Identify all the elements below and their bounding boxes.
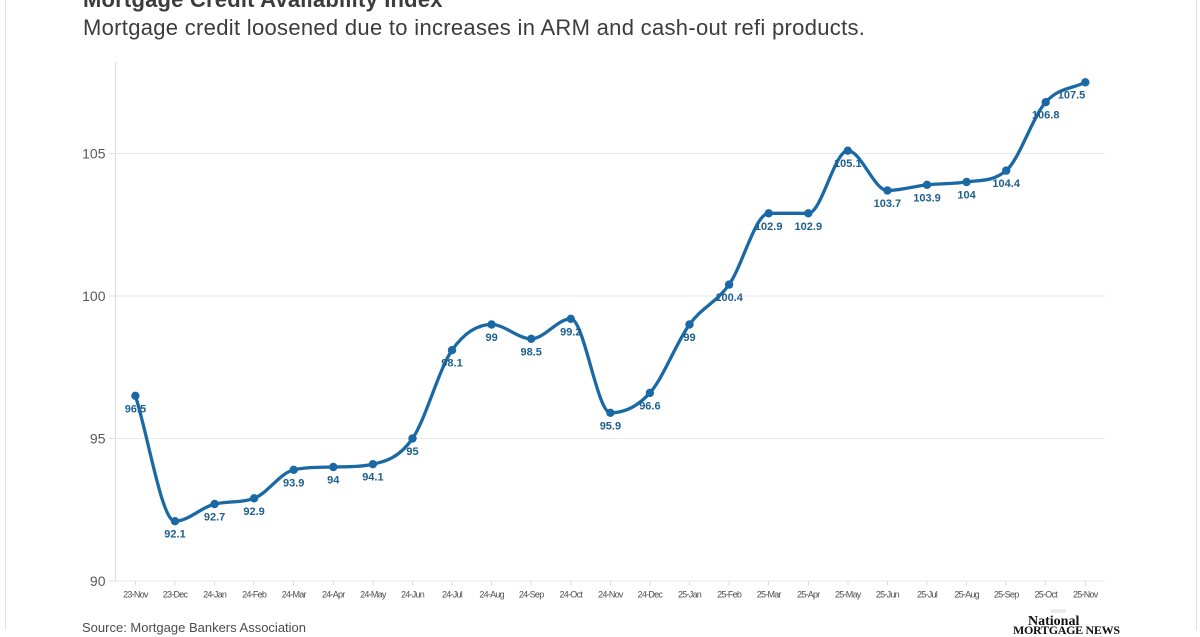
svg-text:105: 105 bbox=[82, 146, 106, 162]
svg-text:24-May: 24-May bbox=[360, 590, 387, 600]
svg-text:103.7: 103.7 bbox=[874, 198, 902, 210]
svg-text:24-Nov: 24-Nov bbox=[598, 590, 624, 600]
svg-text:24-Mar: 24-Mar bbox=[282, 590, 307, 600]
svg-text:107.5: 107.5 bbox=[1058, 90, 1086, 102]
svg-text:92.9: 92.9 bbox=[243, 506, 264, 518]
svg-text:25-Oct: 25-Oct bbox=[1034, 590, 1058, 600]
svg-text:103.9: 103.9 bbox=[913, 192, 941, 204]
svg-text:104.4: 104.4 bbox=[992, 178, 1020, 190]
svg-text:25-Sep: 25-Sep bbox=[994, 590, 1019, 600]
svg-text:95: 95 bbox=[90, 431, 106, 447]
svg-text:99: 99 bbox=[683, 332, 695, 344]
svg-text:106.8: 106.8 bbox=[1032, 110, 1060, 122]
svg-text:25-Jul: 25-Jul bbox=[917, 590, 938, 600]
svg-text:24-Jan: 24-Jan bbox=[203, 590, 227, 600]
svg-text:100.4: 100.4 bbox=[715, 292, 743, 304]
svg-text:96.6: 96.6 bbox=[639, 400, 660, 412]
svg-text:99.2: 99.2 bbox=[560, 326, 581, 338]
svg-text:25-Jun: 25-Jun bbox=[876, 590, 900, 600]
svg-text:95: 95 bbox=[406, 446, 418, 458]
svg-text:25-Jan: 25-Jan bbox=[678, 590, 702, 600]
svg-text:25-Feb: 25-Feb bbox=[717, 590, 742, 600]
svg-text:24-Jun: 24-Jun bbox=[401, 590, 425, 600]
svg-text:23-Dec: 23-Dec bbox=[163, 590, 189, 600]
svg-text:98.1: 98.1 bbox=[441, 358, 462, 370]
svg-text:90: 90 bbox=[90, 573, 106, 589]
svg-text:24-Feb: 24-Feb bbox=[242, 590, 267, 600]
svg-text:25-Mar: 25-Mar bbox=[757, 590, 782, 600]
svg-text:24-Sep: 24-Sep bbox=[519, 590, 544, 600]
svg-text:24-Jul: 24-Jul bbox=[442, 590, 463, 600]
svg-text:25-Nov: 25-Nov bbox=[1073, 590, 1099, 600]
svg-text:92.7: 92.7 bbox=[204, 512, 225, 524]
svg-text:24-Aug: 24-Aug bbox=[479, 590, 504, 600]
svg-text:24-Apr: 24-Apr bbox=[322, 590, 345, 600]
svg-text:98.5: 98.5 bbox=[520, 346, 541, 358]
svg-text:24-Dec: 24-Dec bbox=[638, 590, 664, 600]
svg-text:25-Apr: 25-Apr bbox=[797, 590, 820, 600]
svg-text:94.1: 94.1 bbox=[362, 472, 383, 484]
svg-text:93.9: 93.9 bbox=[283, 477, 304, 489]
svg-text:96.5: 96.5 bbox=[125, 403, 146, 415]
svg-text:25-Aug: 25-Aug bbox=[954, 590, 979, 600]
svg-text:99: 99 bbox=[485, 332, 497, 344]
svg-text:95.9: 95.9 bbox=[600, 420, 621, 432]
svg-text:92.1: 92.1 bbox=[164, 529, 185, 541]
svg-text:25-May: 25-May bbox=[835, 590, 862, 600]
svg-text:105.1: 105.1 bbox=[834, 158, 862, 170]
svg-text:102.9: 102.9 bbox=[795, 221, 823, 233]
svg-text:100: 100 bbox=[82, 288, 106, 304]
svg-text:23-Nov: 23-Nov bbox=[123, 590, 149, 600]
svg-text:102.9: 102.9 bbox=[755, 221, 783, 233]
svg-text:24-Oct: 24-Oct bbox=[560, 590, 584, 600]
svg-text:94: 94 bbox=[327, 475, 340, 487]
svg-text:104: 104 bbox=[957, 190, 976, 202]
